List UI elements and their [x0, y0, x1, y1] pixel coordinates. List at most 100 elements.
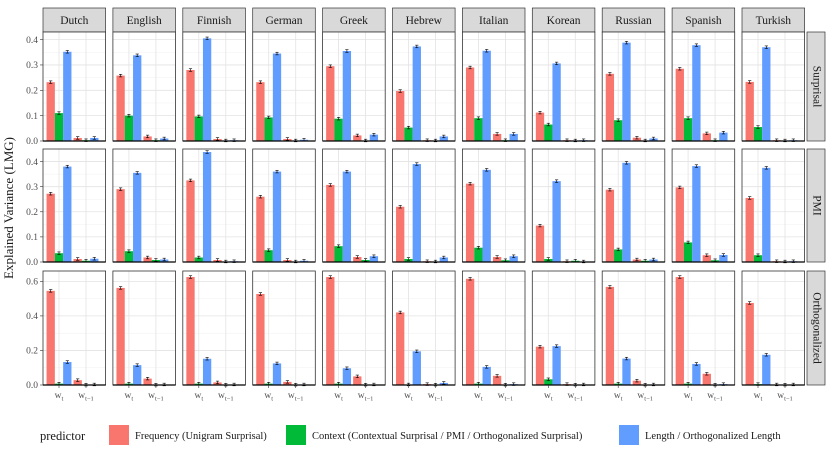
x-tick-label: wt−1: [498, 391, 514, 403]
bar-length-orthogonalized-length-w_tm1: [439, 257, 448, 262]
bar-length-orthogonalized-length-w_t: [622, 162, 631, 262]
bar-frequency-unigram-surprisal-w_t: [326, 66, 335, 141]
bar-frequency-unigram-surprisal-w_t: [605, 73, 615, 141]
strip-label: Hebrew: [406, 15, 443, 27]
bar-frequency-unigram-surprisal-w_t: [535, 346, 545, 385]
x-tick-label: wt−1: [148, 391, 164, 403]
legend-key: [109, 425, 129, 445]
bar-context-contextual-surprisal-pmi-orthogonalized-surprisal-w_t: [753, 255, 763, 262]
bar-frequency-unigram-surprisal-w_t: [675, 68, 684, 141]
strip-italian: Italian: [462, 7, 526, 33]
bar-frequency-unigram-surprisal-w_tm1: [632, 380, 642, 385]
y-tick-label: 0.0: [26, 381, 38, 391]
bar-context-contextual-surprisal-pmi-orthogonalized-surprisal-w_t: [683, 242, 693, 262]
row-strip-background: [806, 270, 826, 386]
strip-label: Finnish: [197, 15, 232, 27]
panel-surprisal-german: [252, 31, 316, 143]
strip-label: Turkish: [756, 15, 792, 27]
panel-pmi-finnish: [182, 148, 246, 264]
panel-pmi-italian: [461, 148, 526, 263]
legend: predictor Frequency (Unigram Surprisal) Co…: [40, 425, 781, 445]
bar-frequency-unigram-surprisal-w_tm1: [353, 135, 362, 141]
bar-frequency-unigram-surprisal-w_t: [186, 70, 195, 141]
strip-spanish: Spanish: [671, 7, 736, 33]
panel-surprisal-spanish: [671, 31, 736, 142]
strip-label: Italian: [479, 15, 509, 27]
bar-context-contextual-surprisal-pmi-orthogonalized-surprisal-w_t: [264, 250, 273, 262]
row-strip-background: [806, 148, 826, 263]
bar-frequency-unigram-surprisal-w_t: [116, 75, 125, 141]
bar-length-orthogonalized-length-w_t: [482, 366, 491, 385]
strip-label: Greek: [340, 15, 368, 27]
bar-frequency-unigram-surprisal-w_tm1: [353, 376, 362, 385]
strip-english: English: [112, 7, 176, 33]
bar-context-contextual-surprisal-pmi-orthogonalized-surprisal-w_t: [264, 117, 273, 141]
bar-length-orthogonalized-length-w_t: [202, 358, 212, 385]
y-tick-label: 0.1: [26, 112, 38, 122]
bar-length-orthogonalized-length-w_t: [412, 164, 421, 262]
x-tick-label: wt: [754, 391, 763, 403]
x-tick-label: wt: [684, 391, 693, 403]
strip-label: Russian: [615, 15, 652, 27]
bar-length-orthogonalized-length-w_tm1: [439, 136, 448, 141]
bar-context-contextual-surprisal-pmi-orthogonalized-surprisal-w_t: [474, 118, 483, 141]
panel-surprisal-italian: [461, 31, 526, 142]
bar-length-orthogonalized-length-w_t: [552, 181, 561, 262]
bar-length-orthogonalized-length-w_t: [482, 169, 491, 262]
bar-frequency-unigram-surprisal-w_tm1: [143, 257, 152, 262]
panel-orthogonalized-greek: [322, 270, 386, 387]
bar-frequency-unigram-surprisal-w_t: [465, 67, 475, 141]
bar-frequency-unigram-surprisal-w_t: [186, 277, 195, 385]
bar-length-orthogonalized-length-w_tm1: [509, 133, 518, 141]
bar-length-orthogonalized-length-w_tm1: [719, 132, 728, 141]
bar-frequency-unigram-surprisal-w_t: [396, 312, 405, 385]
bar-length-orthogonalized-length-w_tm1: [369, 134, 379, 141]
x-tick-label: wt−1: [218, 391, 234, 403]
y-tick-label: 0.4: [26, 158, 38, 168]
strip-german: German: [252, 7, 316, 33]
y-tick-label: 0.0: [26, 258, 38, 268]
bar-frequency-unigram-surprisal-w_tm1: [702, 373, 711, 385]
bar-context-contextual-surprisal-pmi-orthogonalized-surprisal-w_t: [753, 127, 763, 141]
panel-surprisal-korean: [531, 31, 596, 143]
panel-pmi-greek: [322, 148, 386, 263]
bar-context-contextual-surprisal-pmi-orthogonalized-surprisal-w_t: [334, 246, 343, 262]
y-axis-title: Explained Variance (LMG): [1, 137, 16, 279]
panel-orthogonalized-spanish: [671, 270, 736, 387]
bar-frequency-unigram-surprisal-w_tm1: [702, 255, 711, 262]
bar-length-orthogonalized-length-w_tm1: [719, 254, 728, 262]
bar-context-contextual-surprisal-pmi-orthogonalized-surprisal-w_t: [194, 116, 203, 141]
bar-context-contextual-surprisal-pmi-orthogonalized-surprisal-w_t: [614, 120, 623, 141]
bar-length-orthogonalized-length-w_t: [762, 167, 771, 262]
strip-background: [671, 7, 736, 33]
legend-title: predictor: [40, 429, 86, 443]
bar-frequency-unigram-surprisal-w_t: [675, 277, 684, 385]
y-tick-label: 0.2: [26, 347, 38, 357]
strip-label: Korean: [547, 15, 581, 27]
bar-length-orthogonalized-length-w_t: [552, 63, 561, 142]
bar-frequency-unigram-surprisal-w_tm1: [143, 378, 152, 385]
bar-frequency-unigram-surprisal-w_t: [535, 112, 545, 141]
panel-pmi-hebrew: [392, 148, 456, 264]
bar-length-orthogonalized-length-w_t: [63, 51, 72, 141]
x-tick-label: wt−1: [637, 391, 653, 403]
x-tick-label: wt: [614, 391, 623, 403]
strip-korean: Korean: [531, 7, 596, 33]
bar-context-contextual-surprisal-pmi-orthogonalized-surprisal-w_t: [474, 247, 483, 262]
x-tick-label: wt: [125, 391, 134, 403]
bar-frequency-unigram-surprisal-w_tm1: [143, 136, 152, 141]
panel-pmi-russian: [601, 148, 666, 263]
bar-frequency-unigram-surprisal-w_t: [465, 278, 475, 385]
legend-key: [286, 425, 306, 445]
x-tick-label: wt: [334, 391, 343, 403]
legend-item-context-contextual-surprisal-pmi-orthogonalized-surprisal: Context (Contextual Surprisal / PMI / Or…: [286, 425, 583, 445]
bar-context-contextual-surprisal-pmi-orthogonalized-surprisal-w_t: [544, 379, 553, 385]
strip-russian: Russian: [601, 7, 666, 33]
bar-context-contextual-surprisal-pmi-orthogonalized-surprisal-w_t: [54, 113, 64, 141]
bar-context-contextual-surprisal-pmi-orthogonalized-surprisal-w_t: [124, 115, 134, 141]
bar-length-orthogonalized-length-w_t: [63, 166, 72, 262]
panel-surprisal-turkish: [741, 31, 805, 143]
bar-frequency-unigram-surprisal-w_t: [46, 290, 55, 385]
panel-orthogonalized-dutch: [42, 270, 106, 387]
